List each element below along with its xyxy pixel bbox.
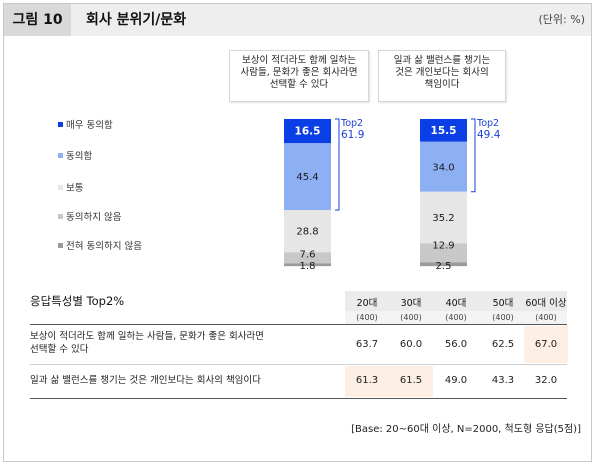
bar-2-value-label-3: 35.2 — [432, 213, 454, 224]
question-1-line-3: 선택할 수 있다 — [269, 79, 329, 90]
bar-2-segment-5 — [420, 262, 467, 267]
legend-swatch-very-agree — [58, 122, 63, 127]
bar-1-segment-3 — [284, 209, 331, 253]
top2-label-2: Top2 — [476, 118, 499, 129]
top2-bracket-1 — [335, 118, 340, 211]
legend-swatch-strong-disagree — [58, 243, 63, 248]
bar-1-value-label-2: 45.4 — [296, 172, 318, 183]
bar-1-value-label-1: 16.5 — [295, 126, 321, 138]
table-col-header-5: 60대 이상 — [525, 298, 567, 309]
legend-label-disagree: 동의하지 않음 — [66, 212, 122, 223]
question-box-1: 보상이 적더라도 함께 일하는 사람들, 문화가 좋은 회사라면 선택할 수 있… — [229, 50, 369, 102]
highlight-cell-row-2-col-2 — [389, 366, 433, 397]
legend-item-agree: 동의함 — [58, 151, 92, 163]
table-cell-row-2-col-4: 43.3 — [491, 375, 515, 386]
legend-swatch-neutral — [58, 185, 63, 190]
table-cell-row-2-col-2: 61.5 — [399, 375, 423, 386]
figure-frame — [3, 3, 592, 462]
bar-1-segment-5 — [284, 263, 331, 267]
table-col-header-2: 30대 — [400, 298, 422, 309]
legend-label-strong-disagree: 전혀 동의하지 않음 — [66, 241, 142, 252]
bar-2-value-label-5: 2.5 — [436, 261, 452, 272]
table-header-divider — [30, 324, 567, 325]
highlight-cell-row-2-col-1 — [345, 366, 389, 397]
table-cell-row-1-col-1: 63.7 — [355, 339, 379, 350]
table-col-header-4: 50대 — [492, 298, 514, 309]
legend-swatch-agree — [58, 153, 63, 158]
figure-number: 그림 10 — [4, 4, 71, 36]
bar-1-value-label-3: 28.8 — [296, 227, 318, 238]
legend-item-neutral: 보통 — [58, 183, 83, 195]
table-row-1-label-line-2: 선택할 수 있다 — [30, 344, 89, 355]
table-row-divider — [30, 364, 567, 365]
legend-item-disagree: 동의하지 않음 — [58, 212, 121, 224]
table-cell-row-2-col-3: 49.0 — [444, 375, 468, 386]
question-2-line-3: 책임이다 — [424, 79, 460, 90]
bar-2-value-label-1: 15.5 — [431, 125, 457, 137]
table-cell-row-1-col-3: 56.0 — [444, 339, 468, 350]
table-cell-row-2-col-5: 32.0 — [534, 375, 558, 386]
top2-label-1: Top2 — [340, 118, 363, 129]
table-title: 응답특성별 Top2% — [30, 294, 125, 308]
bar-2-segment-2 — [420, 141, 467, 192]
table-row-1-label-line-1: 보상이 적더라도 함께 일하는 사람들, 문화가 좋은 회사라면 — [30, 331, 264, 342]
legend-label-very-agree: 매우 동의함 — [66, 120, 113, 131]
table-cell-row-1-col-5: 67.0 — [534, 339, 558, 350]
question-2-line-1: 일과 삶 밸런스를 챙기는 — [393, 55, 491, 66]
table-col-count-3: (400) — [445, 313, 467, 322]
table-bottom-divider — [30, 398, 567, 399]
legend-label-neutral: 보통 — [66, 183, 84, 194]
bar-1-segment-1 — [284, 119, 331, 144]
top2-value-1: 61.9 — [341, 129, 364, 141]
legend-item-very-agree: 매우 동의함 — [58, 120, 113, 132]
top2-value-2: 49.4 — [477, 129, 501, 141]
legend-swatch-disagree — [58, 214, 63, 219]
bar-2-segment-4 — [420, 243, 467, 263]
bar-1-segment-2 — [284, 143, 331, 210]
figure-header — [4, 4, 591, 36]
table-col-count-2: (400) — [400, 313, 422, 322]
unit-label: (단위: %) — [538, 13, 585, 26]
legend-label-agree: 동의함 — [66, 151, 93, 162]
question-2-line-2: 것은 개인보다는 회사의 — [395, 67, 489, 78]
legend-item-strong-disagree: 전혀 동의하지 않음 — [58, 241, 142, 253]
top2-bracket-2 — [471, 118, 476, 193]
table-row-2-label-line-1: 일과 삶 밸런스를 챙기는 것은 개인보다는 회사의 책임이다 — [30, 375, 261, 386]
table-row-label-2: 일과 삶 밸런스를 챙기는 것은 개인보다는 회사의 책임이다 — [30, 374, 340, 387]
table-cell-row-1-col-2: 60.0 — [399, 339, 423, 350]
base-note: [Base: 20~60대 이상, N=2000, 척도형 응답(5점)] — [351, 424, 581, 435]
table-col-header-1: 20대 — [356, 298, 378, 309]
bar-2-segment-1 — [420, 119, 467, 142]
table-col-count-4: (400) — [492, 313, 514, 322]
bar-2-value-label-4: 12.9 — [432, 241, 454, 252]
table-col-header-3: 40대 — [445, 298, 467, 309]
table-cell-row-2-col-1: 61.3 — [355, 375, 379, 386]
table-cell-row-1-col-4: 62.5 — [491, 339, 515, 350]
table-col-count-1: (400) — [356, 313, 378, 322]
bar-1-segment-4 — [284, 252, 331, 264]
table-count-band — [345, 311, 567, 324]
highlight-cell-row-1-col-5 — [524, 326, 568, 363]
question-1-line-2: 사람들, 문화가 좋은 회사라면 — [240, 67, 358, 78]
question-box-2: 일과 삶 밸런스를 챙기는 것은 개인보다는 회사의 책임이다 — [378, 50, 506, 102]
bar-1-value-label-4: 7.6 — [300, 249, 316, 260]
figure-title: 회사 분위기/문화 — [86, 12, 187, 28]
bar-1-value-label-5: 1.8 — [300, 261, 316, 272]
bar-2-segment-3 — [420, 191, 467, 244]
question-1-line-1: 보상이 적더라도 함께 일하는 — [242, 55, 356, 66]
table-col-count-5: (400) — [535, 313, 557, 322]
bar-2-value-label-2: 34.0 — [432, 162, 454, 173]
table-header-band — [345, 291, 567, 311]
